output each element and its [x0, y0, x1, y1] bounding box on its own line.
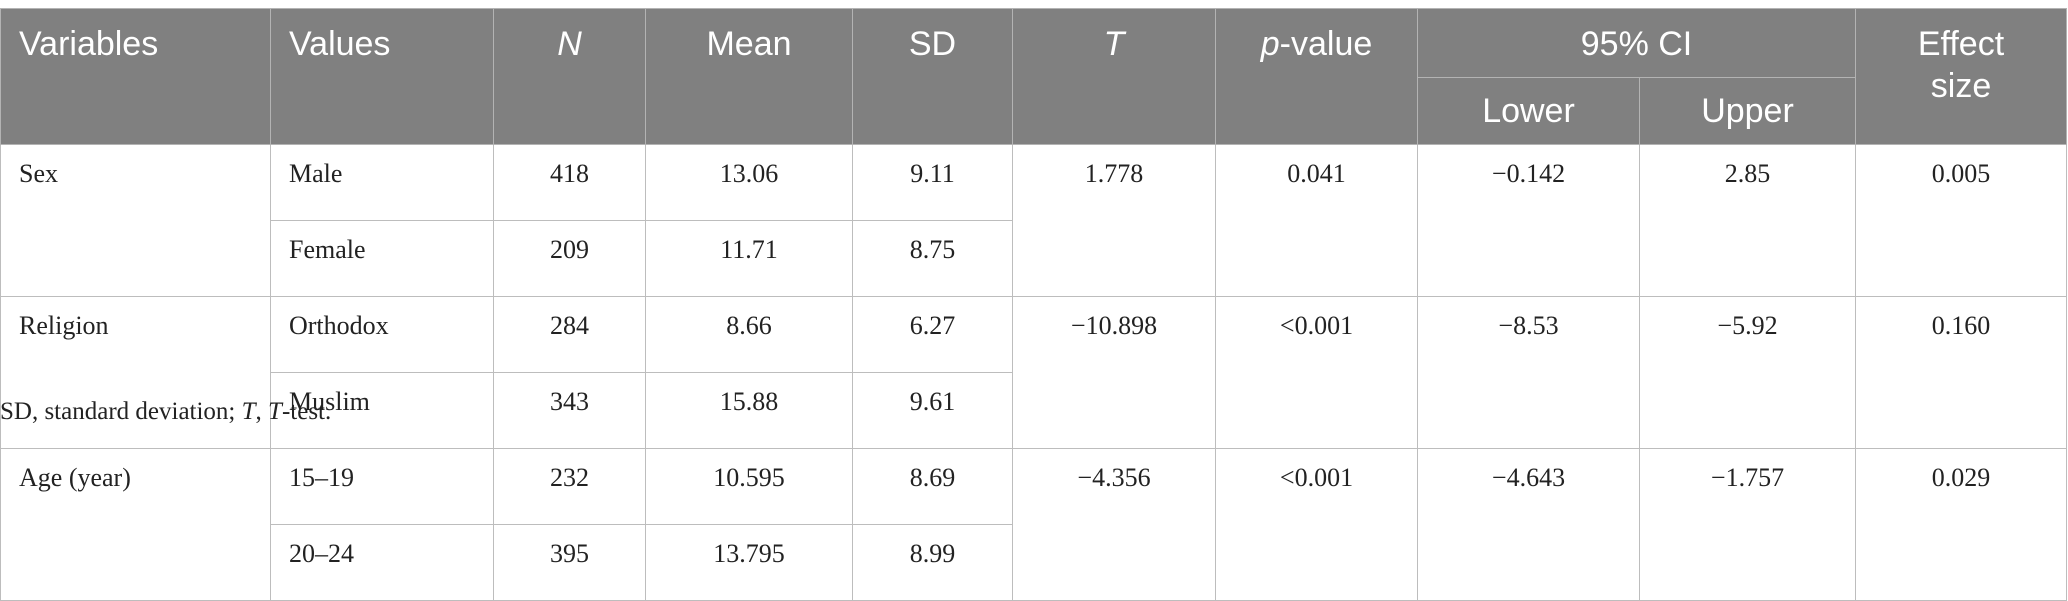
- variable-cell: Age (year): [0, 448, 271, 601]
- header-sd: SD: [852, 8, 1013, 145]
- n-cell: 395: [493, 524, 646, 601]
- header-mean: Mean: [645, 8, 853, 145]
- ci-lower-cell: −4.643: [1417, 448, 1640, 601]
- value-cell: Male: [270, 144, 494, 221]
- value-cell: Muslim: [270, 372, 494, 449]
- n-cell: 232: [493, 448, 646, 525]
- header-row-2: Lower Upper: [1, 77, 2067, 145]
- footnote-part3: -test.: [281, 398, 332, 425]
- results-table: Variables Values N Mean SD T p-value 95%…: [0, 8, 2067, 601]
- value-cell: 15–19: [270, 448, 494, 525]
- sd-cell: 6.27: [852, 296, 1013, 373]
- sd-cell: 8.69: [852, 448, 1013, 525]
- footnote-t-symbol-2: T: [268, 398, 282, 425]
- ci-lower-cell: −0.142: [1417, 144, 1640, 297]
- mean-cell: 8.66: [645, 296, 853, 373]
- mean-cell: 11.71: [645, 220, 853, 297]
- effect-size-cell: 0.029: [1855, 448, 2067, 601]
- t-cell: 1.778: [1012, 144, 1216, 297]
- footnote-t-symbol: T: [241, 398, 256, 425]
- table-row: Religion Orthodox 284 8.66 6.27 −10.898 …: [0, 296, 2067, 449]
- header-p-value: p-value: [1215, 8, 1418, 145]
- n-cell: 418: [493, 144, 646, 221]
- header-effect-size: Effect size: [1855, 8, 2067, 145]
- header-p-suffix: -value: [1279, 25, 1373, 63]
- sd-cell: 8.99: [852, 524, 1013, 601]
- ci-lower-cell: −8.53: [1417, 296, 1640, 449]
- n-cell: 209: [493, 220, 646, 297]
- effect-size-cell: 0.160: [1855, 296, 2067, 449]
- n-cell: 284: [493, 296, 646, 373]
- footnote-part2: ,: [255, 398, 269, 425]
- variable-cell: Sex: [0, 144, 271, 297]
- p-cell: <0.001: [1215, 448, 1418, 601]
- header-row-1: Variables Values N Mean SD T p-value 95%…: [0, 8, 2067, 145]
- table-row: Sex Male 418 13.06 9.11 1.778 0.041 −0.1…: [0, 144, 2067, 297]
- p-cell: 0.041: [1215, 144, 1418, 297]
- sd-cell: 9.61: [852, 372, 1013, 449]
- mean-cell: 10.595: [645, 448, 853, 525]
- t-cell: −10.898: [1012, 296, 1216, 449]
- table-row: Age (year) 15–19 232 10.595 8.69 −4.356 …: [0, 448, 2067, 601]
- ci-upper-cell: −5.92: [1639, 296, 1856, 449]
- effect-size-cell: 0.005: [1855, 144, 2067, 297]
- p-cell: <0.001: [1215, 296, 1418, 449]
- table-footnote: SD, standard deviation; T, T-test.: [0, 398, 331, 426]
- header-lower: Lower: [1417, 77, 1640, 145]
- footnote-part1: SD, standard deviation;: [0, 398, 242, 425]
- mean-cell: 13.06: [645, 144, 853, 221]
- ci-upper-cell: −1.757: [1639, 448, 1856, 601]
- ci-upper-cell: 2.85: [1639, 144, 1856, 297]
- mean-cell: 15.88: [645, 372, 853, 449]
- header-ci: 95% CI: [1417, 8, 1856, 78]
- header-p-letter: p: [1260, 25, 1280, 63]
- sd-cell: 8.75: [852, 220, 1013, 297]
- table-row: Muslim 343 15.88 9.61: [1, 372, 2067, 449]
- header-upper: Upper: [1639, 77, 1856, 145]
- value-cell: Orthodox: [270, 296, 494, 373]
- header-n: N: [493, 8, 646, 145]
- header-effect-line1: Effect: [1917, 25, 2005, 63]
- header-values: Values: [270, 8, 494, 145]
- value-cell: 20–24: [270, 524, 494, 601]
- header-variables: Variables: [0, 8, 271, 145]
- n-cell: 343: [493, 372, 646, 449]
- sd-cell: 9.11: [852, 144, 1013, 221]
- t-cell: −4.356: [1012, 448, 1216, 601]
- header-effect-line2: size: [1930, 67, 1992, 105]
- value-cell: Female: [270, 220, 494, 297]
- header-t: T: [1012, 8, 1216, 145]
- mean-cell: 13.795: [645, 524, 853, 601]
- table-row: Female 209 11.71 8.75: [1, 220, 2067, 297]
